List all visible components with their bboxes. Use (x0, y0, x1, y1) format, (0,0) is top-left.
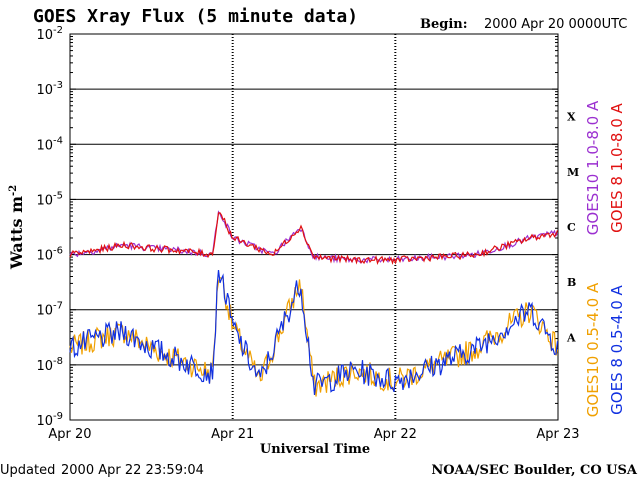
legend-entry: GOES 8 0.5-4.0 A (608, 284, 626, 414)
flare-class-c: C (567, 221, 576, 234)
y-axis-label: Watts m-2 (7, 185, 26, 270)
plot-frame (69, 33, 559, 421)
legend-entry: GOES10 0.5-4.0 A (584, 282, 602, 417)
legend-entry: GOES 8 1.0-8.0 A (608, 102, 626, 232)
y-tick-label: 10-5 (36, 190, 63, 208)
chart-title: GOES Xray Flux (5 minute data) (33, 6, 358, 27)
x-tick-label: Apr 20 (48, 427, 91, 442)
y-axis-ticks: 10-2 10-3 10-4 10-5 10-6 10-7 10-8 10-9 (36, 25, 558, 429)
x-tick-label: Apr 23 (536, 427, 579, 442)
day-boundary-lines (231, 34, 397, 420)
y-tick-label: 10-2 (36, 25, 63, 43)
y-tick-label: 10-6 (36, 246, 63, 264)
legend: GOES10 1.0-8.0 A GOES 8 1.0-8.0 A GOES10 0… (584, 100, 626, 417)
begin-label: Begin: (420, 17, 468, 32)
flare-class-m: M (567, 166, 579, 179)
series-line-3 (69, 270, 559, 395)
series-line-1 (69, 212, 559, 266)
flare-class-labels: X M C B A (566, 111, 579, 345)
footer-source: NOAA/SEC Boulder, CO USA (431, 463, 638, 478)
x-tick-label: Apr 21 (211, 427, 254, 442)
flare-class-x: X (567, 111, 576, 124)
y-tick-label: 10-8 (36, 356, 63, 374)
y-tick-label: 10-7 (36, 301, 63, 319)
flare-class-a: A (566, 331, 576, 344)
footer-updated-value: 2000 Apr 22 23:59:04 (61, 463, 204, 478)
x-axis-ticks: Apr 20 Apr 21 Apr 22 Apr 23 (48, 427, 579, 442)
begin-value: 2000 Apr 20 0000UTC (484, 17, 627, 32)
series-line-2 (69, 275, 559, 397)
x-tick-label: Apr 22 (374, 427, 417, 442)
x-axis-label: Universal Time (260, 442, 370, 457)
y-tick-label: 10-9 (36, 411, 63, 429)
y-tick-label: 10-4 (36, 135, 63, 153)
legend-entry: GOES10 1.0-8.0 A (584, 100, 602, 235)
footer-updated-label: Updated (0, 463, 55, 478)
flux-series (69, 210, 559, 397)
decade-gridlines (70, 88, 558, 366)
flare-class-b: B (567, 276, 576, 289)
y-tick-label: 10-3 (36, 80, 63, 98)
